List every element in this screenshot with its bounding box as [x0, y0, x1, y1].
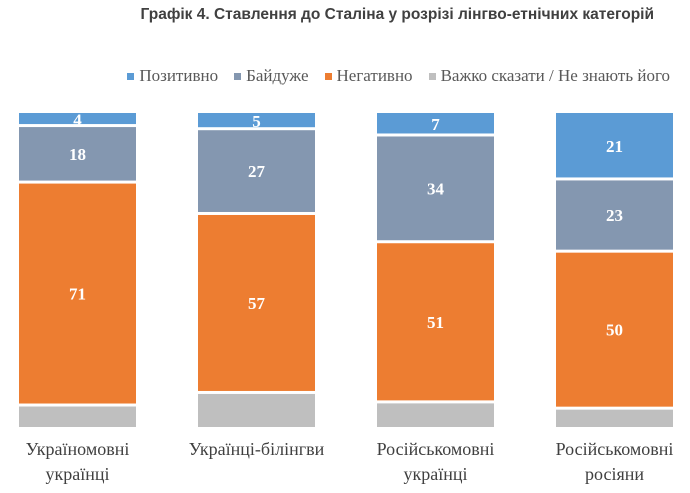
- data-label: 71: [69, 285, 86, 304]
- legend-swatch: [324, 72, 332, 80]
- bar-segment: [198, 214, 315, 391]
- category-label-line: Російськомовні: [376, 439, 495, 459]
- bar-segment: [556, 180, 673, 250]
- category-label-line: Україномовні: [25, 439, 130, 459]
- data-label: 23: [606, 206, 623, 225]
- legend: Позитивно Байдуже Негативно Важко сказати /…: [0, 66, 690, 86]
- category-label-line: Російськомовні: [555, 439, 674, 459]
- data-label: 7: [431, 115, 440, 134]
- legend-item: Позитивно: [127, 66, 218, 86]
- data-label: 50: [606, 321, 623, 340]
- bar-segment: [556, 113, 673, 178]
- bar-segment: [198, 130, 315, 212]
- data-label: 4: [73, 110, 82, 129]
- bar-segment: [377, 243, 494, 401]
- bar-segment: [556, 252, 673, 407]
- bar-segment: [556, 409, 673, 427]
- category-label-line: українці: [45, 464, 110, 484]
- chart-title: Графік 4. Ставлення до Сталіна у розрізі…: [140, 6, 654, 23]
- category-label: Російськомовні росіяни: [525, 437, 690, 487]
- data-label: 34: [427, 179, 445, 198]
- category-label: Російськомовні українці: [346, 437, 526, 487]
- bar-segment: [19, 113, 136, 125]
- bar-segment: [19, 127, 136, 181]
- data-label: 18: [69, 145, 86, 164]
- bar-segment: [19, 183, 136, 404]
- legend-swatch: [428, 72, 436, 80]
- legend-label: Негативно: [336, 66, 413, 85]
- category-label: Україномовні українці: [0, 437, 168, 487]
- category-label-line: росіяни: [585, 464, 644, 484]
- category-label-line: Українці-білінгви: [188, 439, 325, 459]
- bar-segment: [19, 406, 136, 427]
- legend-label: Позитивно: [139, 66, 219, 85]
- data-label: 57: [248, 294, 266, 313]
- bar-segment: [377, 136, 494, 241]
- data-label: 51: [427, 313, 444, 332]
- data-label: 27: [248, 162, 266, 181]
- legend-swatch: [127, 72, 135, 80]
- data-label: 21: [606, 137, 623, 156]
- legend-label: Важко сказати / Не знають його: [440, 66, 670, 85]
- legend-item: Байдуже: [234, 66, 309, 86]
- legend-item: Важко сказати / Не знають його: [428, 66, 670, 86]
- bar-segment: [377, 403, 494, 427]
- bar-segment: [198, 393, 315, 427]
- bar-segment: [377, 113, 494, 134]
- legend-label: Байдуже: [246, 66, 309, 85]
- category-label: Українці-білінгви: [167, 437, 347, 462]
- legend-item: Негативно: [324, 66, 413, 86]
- category-label-line: українці: [403, 464, 468, 484]
- legend-swatch: [234, 72, 242, 80]
- bar-segment: [198, 113, 315, 128]
- data-label: 5: [252, 112, 261, 131]
